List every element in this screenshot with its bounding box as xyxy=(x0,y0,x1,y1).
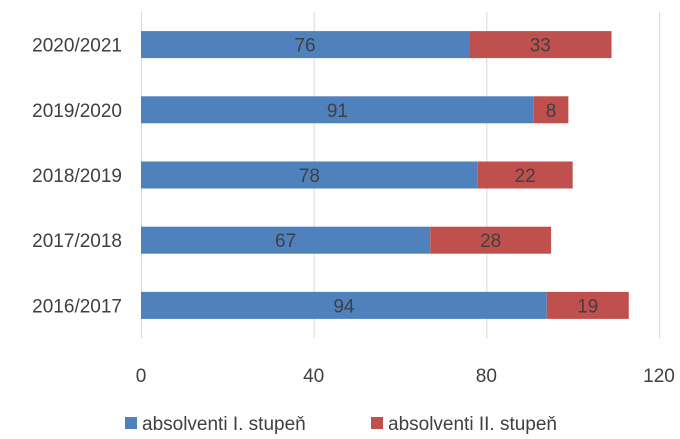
bar-2017/2018-series-2 xyxy=(430,226,552,254)
x-tick-label: 0 xyxy=(136,366,147,387)
data-label: 67 xyxy=(275,231,296,252)
data-label: 28 xyxy=(480,231,501,252)
category-label: 2017/2018 xyxy=(32,231,122,252)
value-axis: 0 40 80 120 xyxy=(136,366,675,387)
legend: absolventi I. stupeň absolventi II. stupe… xyxy=(125,414,557,435)
data-label: 91 xyxy=(327,101,348,122)
bar-2020/2021-series-1 xyxy=(141,31,470,59)
legend-swatch xyxy=(371,417,383,429)
x-tick-label: 120 xyxy=(643,366,675,387)
category-label: 2020/2021 xyxy=(32,36,122,57)
bar-2020/2021-series-2 xyxy=(469,31,612,59)
data-labels: 94 19 67 28 78 22 91 8 76 33 xyxy=(275,36,598,318)
bar-2016/2017-series-1 xyxy=(141,291,547,319)
x-tick-label: 80 xyxy=(476,366,497,387)
data-label: 19 xyxy=(577,296,598,317)
category-label: 2016/2017 xyxy=(32,296,122,317)
bar-2018/2019-series-2 xyxy=(477,161,573,189)
category-axis: 2016/2017 2017/2018 2018/2019 2019/2020 2020… xyxy=(32,36,122,318)
bar-2016/2017-series-2 xyxy=(546,291,629,319)
data-label: 33 xyxy=(530,36,551,57)
legend-item-1: absolventi I. stupeň xyxy=(125,414,306,435)
data-label: 78 xyxy=(299,166,320,187)
bar-2019/2020-series-1 xyxy=(141,96,534,124)
bar-2017/2018-series-1 xyxy=(141,226,431,254)
bar-2019/2020-series-2 xyxy=(533,96,569,124)
legend-label: absolventi I. stupeň xyxy=(142,414,306,434)
data-label: 76 xyxy=(294,36,315,57)
data-label: 22 xyxy=(515,166,536,187)
bars xyxy=(141,31,629,319)
category-label: 2019/2020 xyxy=(32,101,122,122)
bar-2018/2019-series-1 xyxy=(141,161,478,189)
data-label: 94 xyxy=(333,296,355,317)
legend-item-2: absolventi II. stupeň xyxy=(371,414,557,435)
data-label: 8 xyxy=(546,101,557,122)
legend-label: absolventi II. stupeň xyxy=(388,414,557,434)
x-tick-label: 40 xyxy=(303,366,324,387)
category-label: 2018/2019 xyxy=(32,166,122,187)
legend-swatch xyxy=(125,417,137,429)
